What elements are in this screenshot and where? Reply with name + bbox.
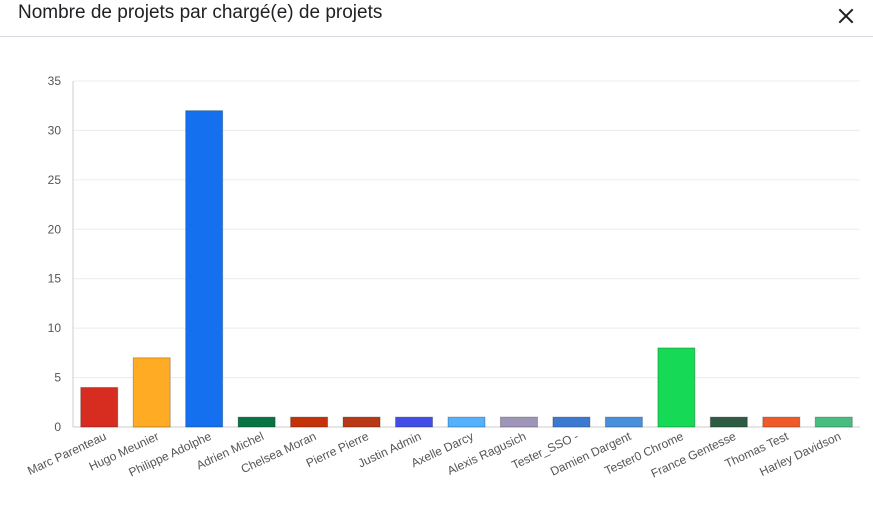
bar[interactable] [237, 416, 276, 428]
bar[interactable] [80, 386, 119, 428]
bar[interactable] [132, 357, 171, 428]
bar[interactable] [395, 416, 434, 428]
bar[interactable] [709, 416, 748, 428]
y-tick-label: 0 [54, 420, 61, 434]
y-tick-label: 30 [48, 123, 62, 137]
bar[interactable] [185, 110, 224, 428]
bar[interactable] [499, 416, 538, 428]
bar[interactable] [290, 416, 329, 428]
bar[interactable] [604, 416, 643, 428]
close-icon[interactable] [834, 4, 858, 28]
dialog-title: Nombre de projets par chargé(e) de proje… [18, 2, 383, 23]
dialog-header: Nombre de projets par chargé(e) de proje… [0, 0, 873, 37]
bar[interactable] [762, 416, 801, 428]
y-tick-label: 20 [48, 222, 62, 236]
bar[interactable] [447, 416, 486, 428]
y-tick-label: 10 [48, 321, 62, 335]
bar[interactable] [657, 347, 696, 428]
y-tick-label: 25 [48, 173, 62, 187]
y-tick-label: 5 [54, 371, 61, 385]
bar[interactable] [552, 416, 591, 428]
y-tick-label: 35 [48, 74, 62, 88]
bar[interactable] [814, 416, 853, 428]
y-tick-label: 15 [48, 272, 62, 286]
bar[interactable] [342, 416, 381, 428]
